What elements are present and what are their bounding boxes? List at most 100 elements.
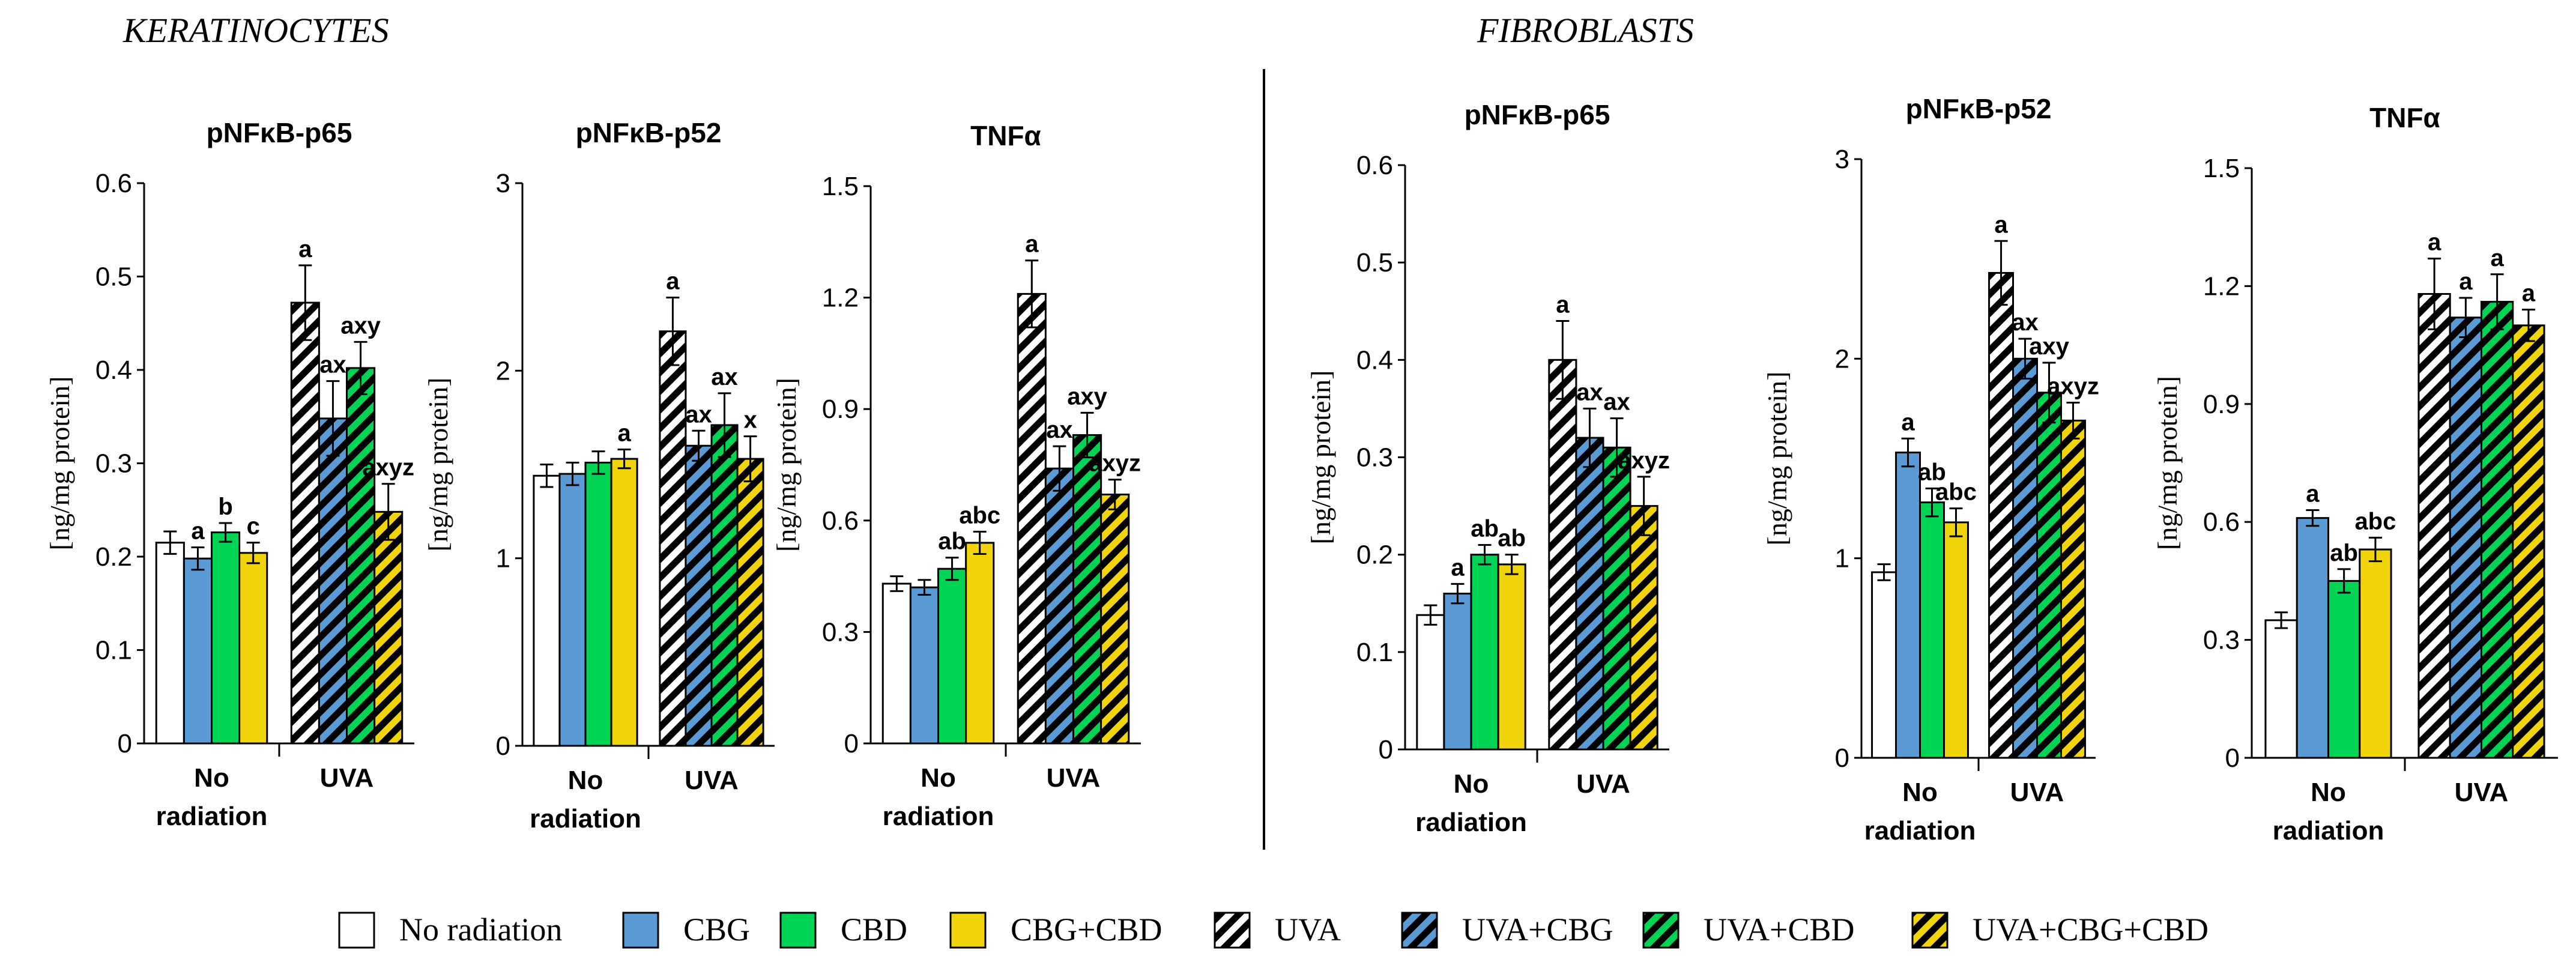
- y-tick-label: 0.3: [1356, 443, 1393, 473]
- y-tick-label: 0.3: [2203, 626, 2240, 655]
- legend-item: UVA: [1214, 912, 1341, 949]
- bar: [1416, 614, 1445, 751]
- x-category-label: radiation: [2273, 816, 2384, 846]
- y-tick-label: 0.9: [2203, 390, 2240, 419]
- y-tick-label: 0.6: [1356, 151, 1393, 180]
- bar: [965, 542, 995, 745]
- legend-item: UVA+CBG+CBD: [1911, 912, 2209, 949]
- bar: [1470, 554, 1499, 751]
- significance-label: axyz: [362, 455, 414, 481]
- y-tick-label: 1.5: [2203, 154, 2240, 183]
- y-tick-label: 0.4: [1356, 345, 1393, 375]
- bar: [2012, 357, 2038, 759]
- significance-label: a: [2459, 268, 2473, 295]
- x-category-label: No: [568, 766, 603, 795]
- bar: [318, 417, 348, 745]
- significance-label: a: [2428, 229, 2441, 256]
- bar: [659, 330, 687, 747]
- legend-item: UVA+CBD: [1642, 912, 1855, 949]
- legend-label: UVA+CBG+CBD: [1973, 912, 2209, 948]
- y-axis-label: [ng/mg protein]: [1305, 371, 1336, 545]
- y-tick-label: 0.2: [1356, 540, 1393, 570]
- significance-label: ab: [2330, 540, 2358, 566]
- bar: [2296, 517, 2330, 759]
- bar: [211, 531, 241, 745]
- chart-title: pNFκB-p65: [207, 117, 352, 148]
- bar: [1871, 571, 1897, 759]
- significance-label: axy: [2029, 333, 2069, 360]
- y-axis-label: [ng/mg protein]: [423, 378, 453, 552]
- y-axis-label: [ng/mg protein]: [1762, 372, 1792, 546]
- significance-label: b: [218, 494, 232, 520]
- chart-panel-4: pNFκB-p65 [ng/mg protein] 0 0.1 0.2 0.3 0.4 0.5…: [1305, 99, 1670, 837]
- bar: [183, 557, 213, 745]
- legend-item: UVA+CBG: [1401, 912, 1613, 949]
- bar: [2417, 292, 2451, 759]
- bar: [2481, 301, 2514, 759]
- y-tick-label: 0.6: [2203, 507, 2240, 537]
- y-tick-label: 2: [1835, 344, 1849, 374]
- x-category-label: No: [921, 763, 956, 793]
- x-category-label: UVA: [2010, 778, 2064, 807]
- y-axis-label: [ng/mg protein]: [2152, 376, 2183, 550]
- significance-label: ab: [1498, 525, 1526, 552]
- y-tick-label: 0: [1379, 735, 1393, 764]
- bar: [909, 586, 939, 745]
- charts: pNFκB-p65 [ng/mg protein] 0 0.1 0.2 0.3 0.4 0.5…: [44, 93, 2558, 846]
- y-tick-label: 0: [118, 729, 132, 758]
- significance-label: a: [666, 268, 680, 295]
- legend-swatch: [622, 912, 659, 949]
- bar: [1602, 446, 1631, 751]
- significance-label: a: [298, 236, 312, 262]
- significance-label: a: [2491, 245, 2505, 271]
- legend-label: No radiation: [399, 912, 562, 948]
- significance-label: a: [1994, 211, 2008, 238]
- y-tick-label: 2: [496, 356, 510, 386]
- y-tick-label: 0.6: [822, 506, 859, 536]
- significance-label: ab: [1918, 459, 1946, 485]
- significance-label: axyz: [2047, 373, 2099, 399]
- y-tick-label: 0.5: [1356, 248, 1393, 277]
- y-tick-label: 0.1: [95, 636, 132, 665]
- legend-label: CBG: [683, 912, 750, 948]
- x-category-label: UVA: [320, 763, 374, 793]
- bar: [2359, 548, 2392, 759]
- bar: [1919, 501, 1945, 759]
- x-category-label: UVA: [685, 766, 739, 795]
- bar: [533, 474, 561, 747]
- significance-label: a: [1025, 231, 1039, 258]
- x-category-label: No: [2311, 778, 2346, 807]
- legend-swatch: [1214, 912, 1251, 949]
- y-tick-label: 0.9: [822, 395, 859, 424]
- y-tick-label: 0.1: [1356, 638, 1393, 667]
- significance-label: ab: [1471, 515, 1499, 542]
- significance-label: x: [743, 407, 757, 434]
- legend-label: UVA+CBD: [1704, 912, 1855, 948]
- bar: [710, 424, 739, 747]
- bar: [346, 367, 376, 745]
- y-tick-label: 3: [1835, 145, 1849, 174]
- legend-item: CBG+CBD: [949, 912, 1163, 949]
- bar: [1943, 521, 1969, 759]
- section-title-fibroblasts: FIBROBLASTS: [1477, 11, 1694, 50]
- significance-label: abc: [959, 502, 1000, 528]
- legend-swatch: [1401, 912, 1438, 949]
- significance-label: a: [2306, 481, 2320, 507]
- y-tick-label: 0.3: [822, 617, 859, 647]
- chart-title: pNFκB-p52: [1906, 93, 2052, 124]
- bar: [290, 301, 320, 745]
- significance-label: a: [1556, 291, 1570, 318]
- significance-label: axyz: [1618, 447, 1670, 474]
- bar: [881, 582, 912, 745]
- bar: [2327, 579, 2361, 759]
- y-tick-label: 0: [844, 729, 859, 758]
- bar: [736, 458, 764, 747]
- chart-title: pNFκB-p65: [1465, 99, 1610, 130]
- x-category-label: radiation: [530, 804, 641, 833]
- bar: [238, 552, 268, 745]
- y-tick-label: 1: [1835, 544, 1849, 573]
- x-category-label: UVA: [1047, 763, 1101, 793]
- significance-label: ax: [2012, 309, 2039, 336]
- bar: [2036, 392, 2062, 759]
